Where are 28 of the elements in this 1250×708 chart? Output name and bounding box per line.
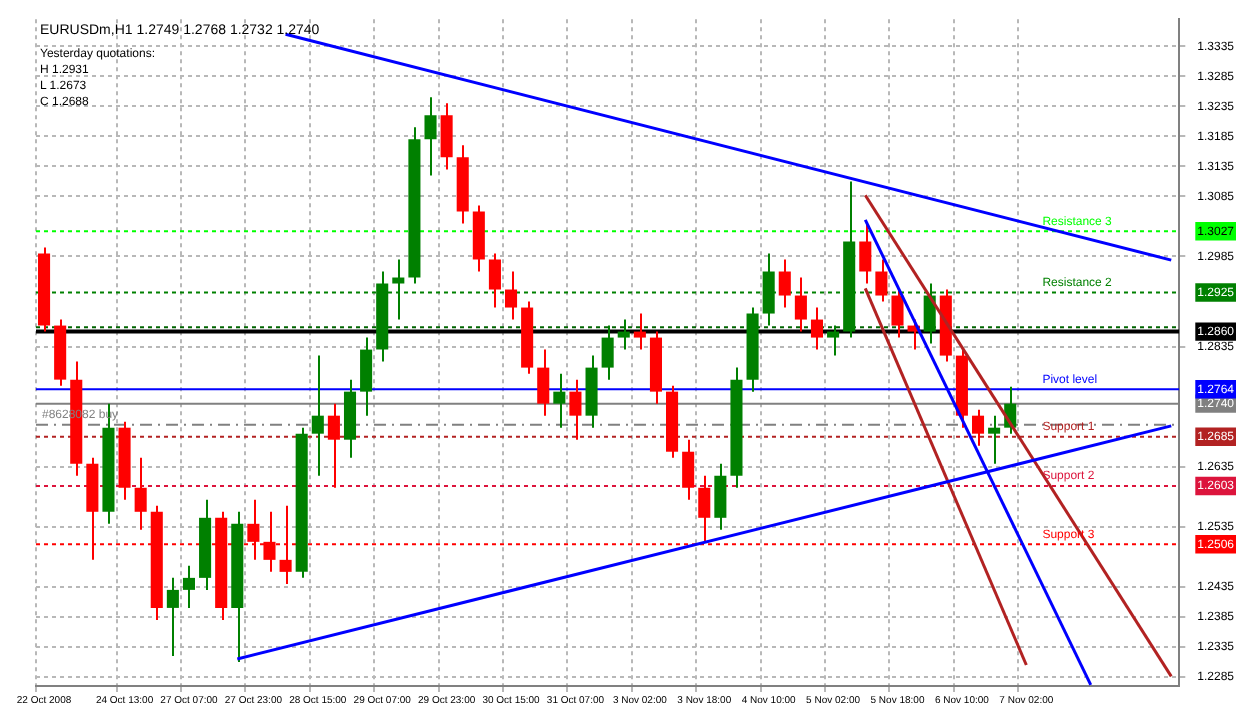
candlestick (617, 318, 630, 351)
candlestick (988, 414, 1001, 465)
candlestick (504, 270, 518, 321)
candlestick (633, 312, 646, 351)
candlestick (553, 372, 566, 429)
candlestick (601, 324, 614, 381)
candlestick (971, 408, 985, 447)
candlestick (891, 288, 904, 339)
candlestick (698, 474, 711, 543)
candlestick (327, 402, 340, 489)
candlestick (714, 462, 727, 531)
candlestick (794, 276, 807, 333)
candlestick (875, 258, 888, 303)
candlestick (440, 102, 453, 171)
candlestick (682, 438, 695, 501)
candlestick (182, 564, 196, 609)
candlestick (778, 258, 791, 309)
candlestick (569, 378, 582, 441)
candlestick (166, 576, 179, 657)
candlestick (424, 96, 437, 177)
candlestick (488, 252, 501, 309)
candlestick (134, 456, 147, 531)
candlestick (360, 336, 373, 417)
candlestick (827, 324, 840, 357)
candlestick (859, 222, 872, 285)
candlestick (311, 354, 324, 477)
candlestick (810, 306, 824, 351)
candlestick (537, 348, 550, 417)
